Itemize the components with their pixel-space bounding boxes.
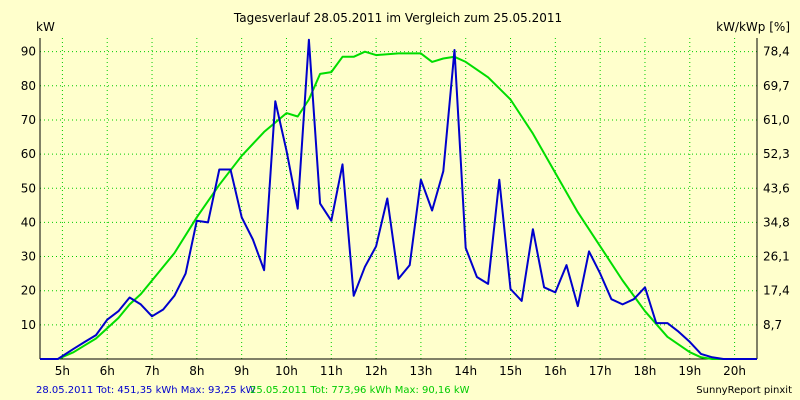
x-tick-label: 8h — [189, 364, 204, 378]
y-tick-label-right: 34,8 — [763, 215, 790, 229]
y-axis-label-right: kW/kWp [%] — [716, 20, 790, 34]
legend-series-2: 25.05.2011 Tot: 773,96 kWh Max: 90,16 kW — [250, 385, 470, 396]
y-tick-label-right: 8,7 — [763, 318, 782, 332]
x-tick-label: 10h — [275, 364, 298, 378]
y-axis-label-left: kW — [36, 20, 55, 34]
y-tick-label-left: 80 — [21, 79, 36, 93]
x-tick-label: 14h — [454, 364, 477, 378]
y-tick-label-right: 17,4 — [763, 284, 790, 298]
y-tick-label-right: 61,0 — [763, 113, 790, 127]
x-tick-label: 19h — [678, 364, 701, 378]
x-tick-label: 12h — [365, 364, 388, 378]
x-tick-label: 18h — [634, 364, 657, 378]
y-tick-label-left: 60 — [21, 147, 36, 161]
x-tick-label: 11h — [320, 364, 343, 378]
y-tick-label-left: 50 — [21, 181, 36, 195]
y-tick-label-right: 69,7 — [763, 79, 790, 93]
x-tick-label: 17h — [589, 364, 612, 378]
y-tick-label-left: 40 — [21, 215, 36, 229]
y-tick-label-left: 70 — [21, 113, 36, 127]
y-tick-label-right: 26,1 — [763, 250, 790, 264]
series-line-1 — [40, 38, 757, 360]
y-tick-label-left: 20 — [21, 284, 36, 298]
y-tick-label-left: 30 — [21, 250, 36, 264]
y-tick-label-left: 90 — [21, 45, 36, 59]
y-tick-label-right: 43,6 — [763, 181, 790, 195]
y-tick-label-right: 78,4 — [763, 45, 790, 59]
x-tick-label: 13h — [409, 364, 432, 378]
x-tick-label: 7h — [144, 364, 159, 378]
x-tick-label: 16h — [544, 364, 567, 378]
x-tick-label: 20h — [723, 364, 746, 378]
x-tick-label: 15h — [499, 364, 522, 378]
y-tick-label-left: 10 — [21, 318, 36, 332]
x-tick-label: 6h — [100, 364, 115, 378]
brand-label: SunnyReport pinxit — [696, 385, 792, 396]
legend-series-1: 28.05.2011 Tot: 451,35 kWh Max: 93,25 kW — [36, 385, 256, 396]
x-tick-label: 5h — [55, 364, 70, 378]
y-tick-label-right: 52,3 — [763, 147, 790, 161]
chart-title: Tagesverlauf 28.05.2011 im Vergleich zum… — [233, 11, 562, 25]
x-tick-label: 9h — [234, 364, 249, 378]
